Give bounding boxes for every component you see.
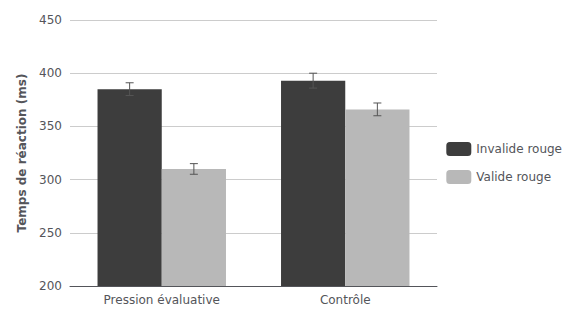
svg-text:300: 300 [39,173,62,187]
svg-text:Contrôle: Contrôle [320,293,371,307]
svg-text:400: 400 [39,66,62,80]
svg-text:200: 200 [39,279,62,293]
svg-text:Pression évaluative: Pression évaluative [104,293,220,307]
svg-text:350: 350 [39,119,62,133]
svg-text:250: 250 [39,226,62,240]
svg-text:Invalide rouge: Invalide rouge [476,142,562,156]
svg-text:Temps de réaction (ms): Temps de réaction (ms) [15,74,29,233]
svg-text:450: 450 [39,13,62,27]
svg-text:Valide rouge: Valide rouge [476,170,551,184]
